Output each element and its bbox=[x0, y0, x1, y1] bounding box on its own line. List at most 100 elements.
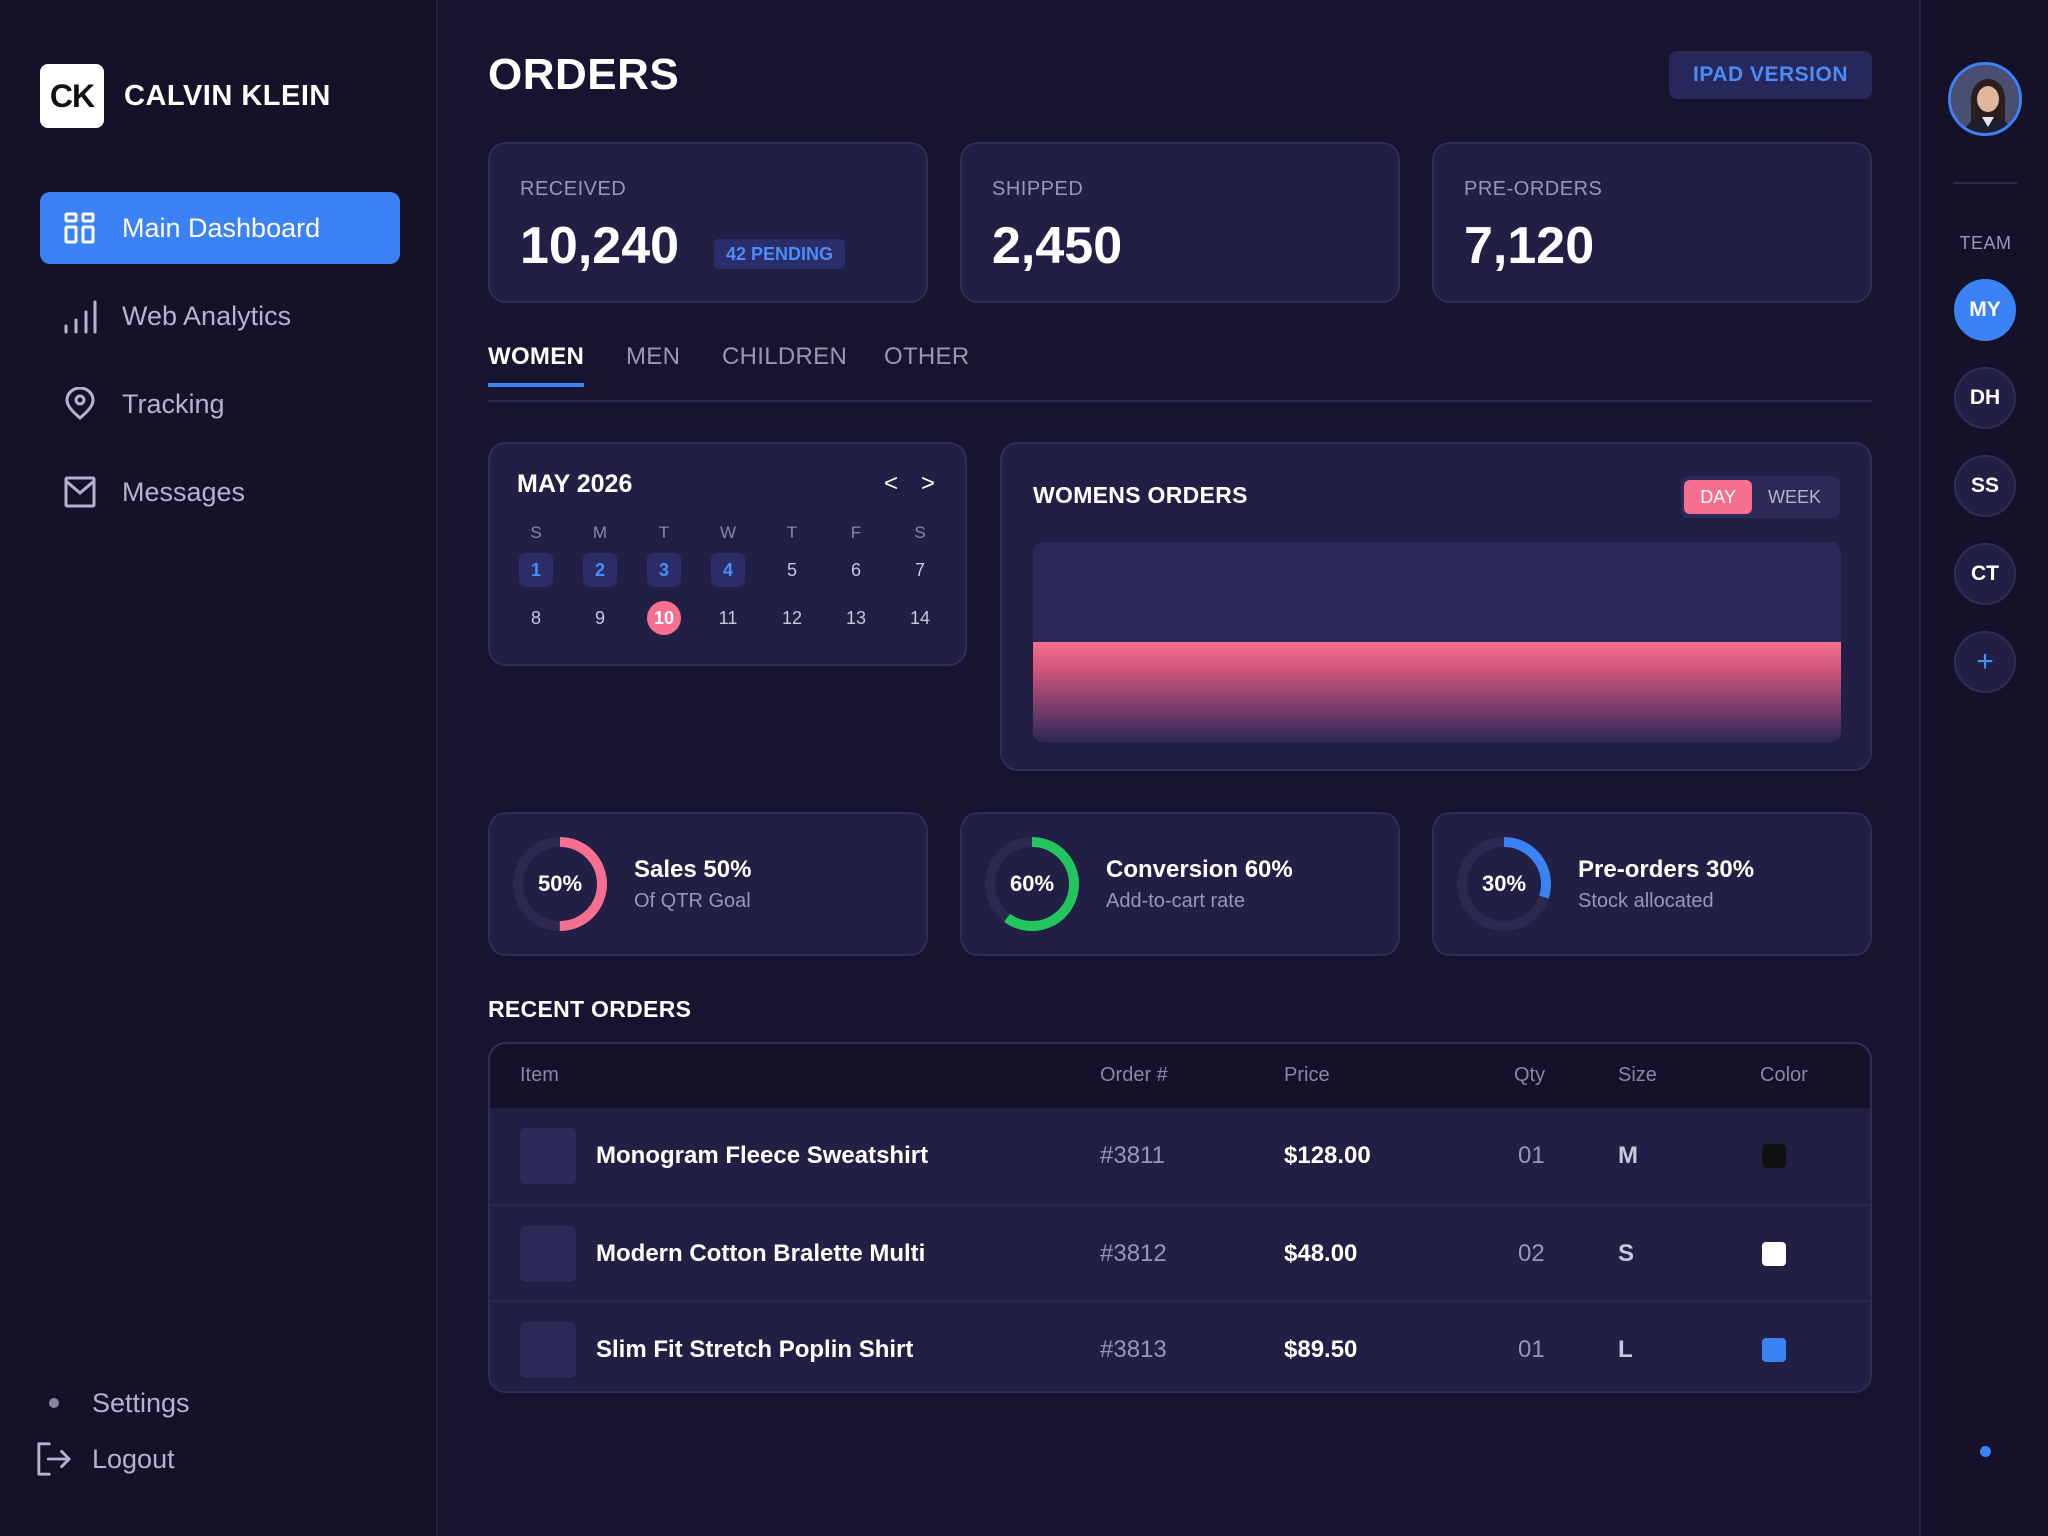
calendar-day[interactable]: 13 bbox=[824, 601, 888, 635]
settings-link[interactable]: Settings bbox=[36, 1375, 190, 1431]
calendar-next-button[interactable]: > bbox=[921, 470, 936, 497]
calendar-day[interactable]: 4 bbox=[696, 553, 760, 587]
calendar-day[interactable]: 2 bbox=[568, 553, 632, 587]
calendar-day-number: 9 bbox=[594, 607, 605, 628]
calendar-weekday: T bbox=[658, 523, 670, 542]
team-member-avatar[interactable]: CT bbox=[1954, 543, 2016, 605]
mail-icon bbox=[62, 474, 98, 510]
add-team-member-button[interactable]: + bbox=[1954, 631, 2016, 693]
nav-item-label: Web Analytics bbox=[122, 300, 292, 331]
product-thumbnail bbox=[520, 1128, 576, 1184]
team-member-avatar[interactable]: SS bbox=[1954, 455, 2016, 517]
location-pin-icon bbox=[62, 386, 98, 422]
rail-divider bbox=[1953, 182, 2017, 184]
page-title: ORDERS bbox=[488, 50, 680, 99]
calendar-day[interactable]: 9 bbox=[568, 601, 632, 635]
metric-title: Pre-orders 30% bbox=[1578, 856, 1755, 883]
status-dot bbox=[1980, 1446, 1991, 1457]
pending-badge: 42 PENDING bbox=[714, 239, 846, 269]
ring-label: 50% bbox=[537, 871, 583, 896]
metric-card-sales: 50% Sales 50% Of QTR Goal bbox=[488, 812, 928, 956]
user-avatar[interactable] bbox=[1948, 62, 2022, 136]
stat-value: 7,120 bbox=[1464, 217, 1595, 275]
calendar-day-number: 8 bbox=[530, 607, 541, 628]
cell-item: Monogram Fleece Sweatshirt bbox=[596, 1142, 929, 1169]
tab-men[interactable]: MEN bbox=[626, 343, 681, 370]
toggle-day[interactable]: DAY bbox=[1684, 480, 1752, 514]
stat-value: 10,240 bbox=[520, 217, 680, 275]
team-label: TEAM bbox=[1959, 233, 2012, 253]
calendar-day[interactable]: 6 bbox=[824, 553, 888, 587]
table-header: Item Order # Price Qty Size Color bbox=[490, 1044, 1870, 1108]
calendar-weekday: M bbox=[592, 523, 608, 542]
ipad-version-button[interactable]: IPAD VERSION bbox=[1669, 51, 1872, 99]
cell-size: L bbox=[1618, 1336, 1633, 1363]
recent-orders-table: Item Order # Price Qty Size Color Monogr… bbox=[488, 1042, 1872, 1393]
color-swatch bbox=[1762, 1338, 1786, 1362]
logout-label: Logout bbox=[92, 1443, 175, 1474]
tab-children[interactable]: CHILDREN bbox=[722, 343, 848, 370]
womens-orders-chart bbox=[1033, 542, 1841, 742]
cell-price: $89.50 bbox=[1284, 1336, 1358, 1363]
nav-item-main-dashboard[interactable]: Main Dashboard bbox=[40, 192, 400, 264]
column-header-price[interactable]: Price bbox=[1284, 1064, 1330, 1086]
sidebar-bottom: Settings Logout bbox=[36, 1375, 190, 1487]
stat-label: PRE-ORDERS bbox=[1464, 178, 1603, 200]
category-tabs: WOMEN MEN CHILDREN OTHER bbox=[488, 343, 1872, 402]
womens-orders-title: WOMENS ORDERS bbox=[1033, 482, 1248, 508]
column-header-order[interactable]: Order # bbox=[1100, 1064, 1168, 1086]
sidebar-nav: Main Dashboard Web Analytics Tracking bbox=[40, 192, 400, 544]
calendar-day[interactable]: 5 bbox=[760, 553, 824, 587]
metric-card-pre-orders: 30% Pre-orders 30% Stock allocated bbox=[1432, 812, 1872, 956]
calendar-day-today[interactable]: 10 bbox=[632, 601, 696, 635]
cell-size: M bbox=[1618, 1142, 1638, 1169]
calendar-day[interactable]: 7 bbox=[888, 553, 952, 587]
stat-card-received: RECEIVED 10,240 42 PENDING bbox=[488, 142, 928, 303]
tab-other[interactable]: OTHER bbox=[884, 343, 970, 370]
metric-subtitle: Of QTR Goal bbox=[634, 890, 751, 912]
logout-link[interactable]: Logout bbox=[36, 1431, 190, 1487]
column-header-qty[interactable]: Qty bbox=[1514, 1064, 1546, 1086]
calendar-day[interactable]: 1 bbox=[504, 553, 568, 587]
cell-qty: 02 bbox=[1518, 1240, 1545, 1267]
column-header-item[interactable]: Item bbox=[520, 1064, 559, 1086]
calendar-day-number: 1 bbox=[519, 553, 553, 587]
brand[interactable]: CK CALVIN KLEIN bbox=[40, 64, 331, 128]
bar-chart-icon bbox=[62, 298, 98, 334]
tab-women[interactable]: WOMEN bbox=[488, 343, 585, 387]
sales-progress-ring bbox=[513, 837, 607, 931]
pre-orders-progress-ring bbox=[1457, 837, 1551, 931]
calendar-day[interactable]: 14 bbox=[888, 601, 952, 635]
calendar-day[interactable]: 3 bbox=[632, 553, 696, 587]
calendar-weekday: F bbox=[850, 523, 862, 542]
stat-value: 2,450 bbox=[992, 217, 1123, 275]
team-member-avatar[interactable]: DH bbox=[1954, 367, 2016, 429]
calendar-weekday: S bbox=[914, 523, 926, 542]
calendar-day[interactable]: 12 bbox=[760, 601, 824, 635]
nav-item-messages[interactable]: Messages bbox=[40, 456, 400, 528]
ring-label: 30% bbox=[1481, 871, 1527, 896]
recent-orders-title: RECENT ORDERS bbox=[488, 996, 692, 1022]
calendar-day[interactable]: 11 bbox=[696, 601, 760, 635]
column-header-size[interactable]: Size bbox=[1618, 1064, 1657, 1086]
toggle-week[interactable]: WEEK bbox=[1767, 486, 1821, 507]
cell-price: $48.00 bbox=[1284, 1240, 1358, 1267]
table-row[interactable]: Slim Fit Stretch Poplin Shirt #3813 $89.50… bbox=[490, 1300, 1870, 1391]
product-thumbnail bbox=[520, 1322, 576, 1378]
nav-item-tracking[interactable]: Tracking bbox=[40, 368, 400, 440]
calendar-title: MAY 2026 bbox=[517, 470, 633, 498]
conversion-progress-arc bbox=[985, 837, 1079, 931]
calendar-day[interactable]: 8 bbox=[504, 601, 568, 635]
table-row[interactable]: Modern Cotton Bralette Multi #3812 $48.00 0… bbox=[490, 1204, 1870, 1300]
stat-label: RECEIVED bbox=[520, 178, 627, 200]
calendar-day-number: 6 bbox=[850, 559, 861, 580]
calendar-day-number: 5 bbox=[786, 559, 797, 580]
table-row[interactable]: Monogram Fleece Sweatshirt #3811 $128.00 01… bbox=[490, 1108, 1870, 1204]
calendar-weekday: S bbox=[530, 523, 542, 542]
cell-item: Modern Cotton Bralette Multi bbox=[596, 1240, 926, 1267]
calendar-prev-button[interactable]: < bbox=[884, 470, 899, 497]
team-member-avatar[interactable]: MY bbox=[1954, 279, 2016, 341]
nav-item-web-analytics[interactable]: Web Analytics bbox=[40, 280, 400, 352]
column-header-color[interactable]: Color bbox=[1760, 1064, 1808, 1086]
